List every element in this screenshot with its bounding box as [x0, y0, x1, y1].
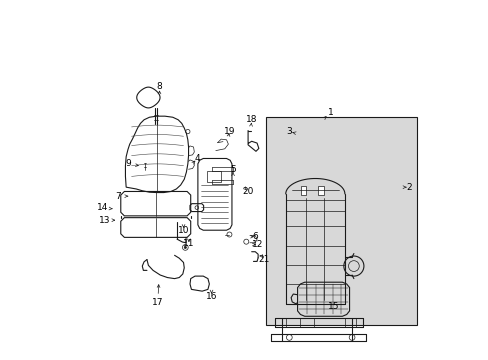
Text: 15: 15: [327, 302, 339, 311]
Text: 21: 21: [258, 255, 269, 264]
Text: 6: 6: [252, 232, 258, 241]
Text: 7: 7: [115, 192, 121, 201]
Text: 17: 17: [152, 298, 163, 307]
Bar: [265, 117, 416, 325]
Text: 13: 13: [99, 216, 110, 225]
Text: 5: 5: [230, 165, 235, 174]
Text: 4: 4: [194, 154, 200, 163]
Bar: [206, 171, 221, 182]
Text: 10: 10: [178, 226, 189, 235]
Text: 11: 11: [183, 239, 194, 248]
Text: 12: 12: [252, 240, 263, 249]
Text: 2: 2: [406, 183, 411, 192]
Bar: [300, 186, 306, 195]
Text: 8: 8: [156, 82, 162, 91]
Text: 14: 14: [97, 203, 108, 212]
Text: 20: 20: [242, 187, 253, 196]
Text: 3: 3: [286, 127, 292, 136]
Text: 16: 16: [205, 292, 217, 301]
Bar: [318, 186, 324, 195]
Text: 18: 18: [245, 115, 257, 124]
Text: 9: 9: [125, 159, 131, 168]
Text: 19: 19: [223, 127, 235, 136]
Circle shape: [184, 246, 186, 248]
Text: 1: 1: [327, 108, 333, 117]
